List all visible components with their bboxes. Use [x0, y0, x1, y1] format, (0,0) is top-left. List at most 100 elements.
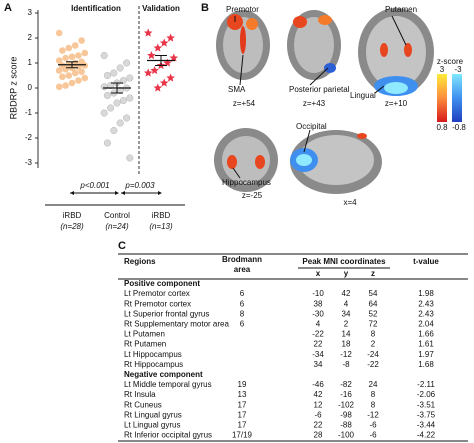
point [169, 53, 179, 62]
table-cell: 4 [316, 320, 321, 329]
table-cell: 4 [344, 299, 349, 308]
colorbar [437, 74, 447, 122]
slice-label: z=+43 [303, 99, 326, 108]
point [103, 139, 111, 147]
point [62, 82, 69, 89]
table-cell: Lt Lingual gyrus [124, 421, 180, 430]
point [143, 68, 153, 77]
table-cell: 17 [238, 421, 247, 430]
slice-label: z=+10 [385, 99, 408, 108]
colorbar-label: -0.8 [452, 123, 466, 132]
table-cell: 18 [342, 340, 351, 349]
brain-images [214, 8, 462, 194]
table-cell: 38 [314, 299, 323, 308]
point [62, 54, 69, 62]
activation [380, 43, 388, 57]
table-header: z [371, 269, 375, 278]
colorbar-title: z-score [437, 57, 464, 66]
region-label: Premotor [226, 5, 259, 14]
table-cell: Rt Inferior occipital gyrus [124, 431, 212, 440]
section-title: Positive component [124, 279, 200, 288]
point [103, 71, 111, 80]
point [126, 94, 134, 102]
table-cell: 17 [238, 400, 247, 409]
table-cell: 42 [314, 390, 323, 399]
table-cell: Rt Insula [124, 390, 156, 399]
point [81, 62, 89, 69]
point [110, 69, 118, 77]
table-cell: -2.11 [417, 380, 435, 389]
table-cell: 8 [240, 309, 245, 318]
point [159, 78, 169, 87]
point [68, 79, 76, 87]
brain-slice [298, 135, 374, 185]
table-cell: 6 [240, 320, 245, 329]
table-cell: 1.61 [418, 340, 434, 349]
point [159, 38, 169, 47]
point [59, 47, 66, 54]
brain-slice [222, 136, 270, 184]
error-bar [111, 82, 123, 94]
table-cell: 1.98 [418, 289, 434, 298]
table-cell: 1.66 [418, 330, 434, 339]
table-cell: 17/19 [232, 431, 253, 440]
table-cell: 2.43 [418, 309, 434, 318]
activation [240, 26, 246, 54]
table-cell: 8 [371, 330, 376, 339]
pointer [391, 15, 407, 46]
table-cell: 12 [314, 400, 323, 409]
point [116, 119, 124, 127]
point [62, 65, 69, 73]
table-cell: 64 [369, 299, 378, 308]
point [55, 83, 63, 91]
y-tick-label: 1 [28, 58, 33, 67]
table-cell: -46 [312, 380, 324, 389]
point [78, 68, 85, 76]
table-cell: -2.06 [417, 390, 436, 399]
table-cell: 19 [238, 380, 247, 389]
table-cell: -3.51 [417, 400, 436, 409]
slice-label: z=+54 [233, 99, 256, 108]
point [119, 76, 127, 85]
group-header: Validation [142, 4, 180, 13]
activation [255, 155, 265, 169]
table-header: y [344, 269, 349, 278]
table-cell: -22 [312, 330, 324, 339]
table-cell: -82 [340, 380, 352, 389]
table-cell: Lt Superior frontal gyrus [124, 309, 209, 318]
point [100, 83, 108, 91]
table-cell: Rt Supplementary motor area [124, 320, 229, 329]
table-cell: -98 [340, 410, 352, 419]
point [65, 72, 73, 79]
table-cell: -22 [367, 360, 379, 369]
table-cell: Rt Putamen [124, 340, 166, 349]
table-cell: Rt Premotor cortex [124, 299, 191, 308]
table-cell: 2 [371, 340, 376, 349]
point [153, 43, 163, 52]
table-cell: -3.75 [417, 410, 436, 419]
table-cell: -8 [342, 360, 350, 369]
group-header: Identification [71, 4, 121, 13]
point [71, 69, 79, 77]
table-cell: 22 [314, 421, 323, 430]
activation [324, 63, 336, 73]
table-cell: -4.22 [417, 431, 436, 440]
region-label: Lingual [350, 91, 376, 100]
point [55, 67, 63, 74]
point [75, 77, 82, 84]
table-cell: Rt Hippocampus [124, 360, 183, 369]
point [65, 44, 73, 52]
table-cell: 34 [314, 360, 323, 369]
table-cell: Lt Putamen [124, 330, 165, 339]
table-header: area [234, 265, 251, 274]
point [78, 37, 85, 44]
point [119, 96, 127, 105]
point [81, 49, 89, 57]
n-label: (n=24) [105, 222, 129, 231]
table-header: Peak MNI coordinates [302, 257, 386, 266]
x-tick-label: iRBD [63, 211, 82, 220]
point [126, 154, 134, 162]
activation [296, 154, 312, 166]
section-title: Negative component [124, 370, 203, 379]
table-cell: -100 [338, 431, 355, 440]
